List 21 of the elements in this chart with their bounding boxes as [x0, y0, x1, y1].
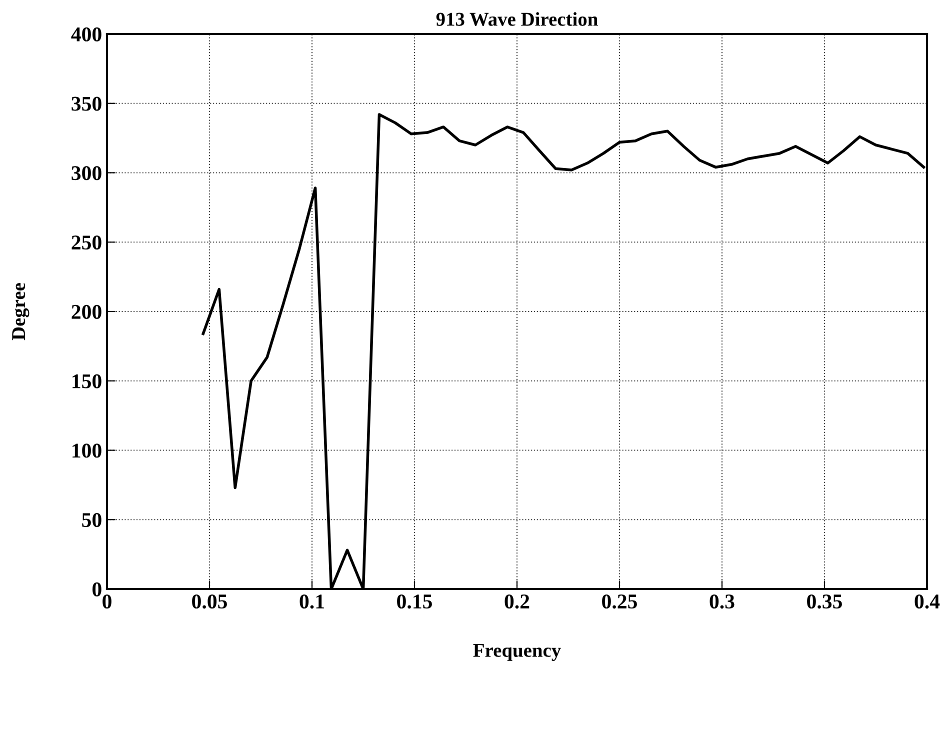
x-axis-title: Frequency	[473, 644, 561, 661]
y-tick-label: 400	[71, 27, 102, 42]
y-tick-label: 250	[72, 236, 102, 250]
y-tick-label: 350	[72, 96, 102, 111]
y-tick-label: 50	[82, 513, 102, 528]
x-tick-label: 0.15	[397, 594, 432, 609]
y-tick-label: 200	[72, 304, 102, 319]
y-tick-label: 100	[72, 444, 102, 458]
x-tick-label: 0	[102, 594, 112, 609]
y-tick-label: 150	[72, 374, 102, 388]
x-tick-label: 0.05	[192, 594, 227, 609]
x-tick-label: 0.25	[602, 594, 637, 609]
x-tick-label: 0.1	[300, 594, 324, 609]
y-axis-title: Degree	[12, 283, 30, 340]
x-tick-label: 0.35	[807, 594, 842, 609]
x-tick-label: 0.2	[504, 594, 530, 609]
x-tick-label: 0.3	[710, 594, 734, 609]
y-tick-label: 0	[92, 582, 102, 596]
y-tick-label: 300	[72, 166, 102, 180]
x-tick-label: 0.4	[914, 594, 940, 609]
chart-title: 913 Wave Direction	[436, 12, 598, 26]
